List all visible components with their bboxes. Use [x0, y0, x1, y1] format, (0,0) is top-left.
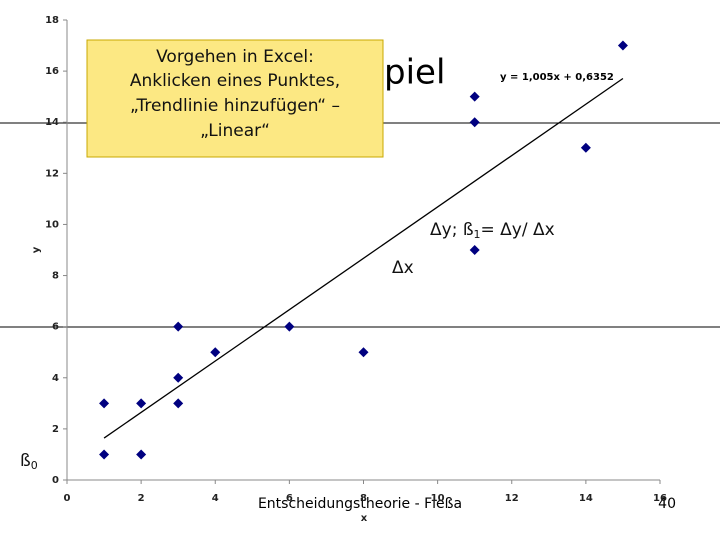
x-tick-label: 4 [212, 493, 219, 504]
callout-line: Vorgehen in Excel: [156, 47, 314, 67]
x-tick-label: 2 [138, 493, 145, 504]
slide-title: piel [384, 53, 445, 93]
y-tick-label: 10 [45, 219, 59, 230]
x-tick-label: 8 [360, 493, 367, 504]
slope-note-sub: 1 [474, 228, 481, 241]
slope-note-text: Δy; ß [430, 220, 474, 240]
page-number: 40 [658, 496, 676, 512]
data-point [136, 449, 147, 460]
footer: Entscheidungstheorie - Fleßa [258, 496, 462, 512]
x-tick-label: 14 [579, 493, 593, 504]
callout-line: „Trendlinie hinzufügen“ – [130, 96, 340, 116]
data-point [469, 245, 480, 255]
data-point [284, 321, 295, 332]
x-tick-label: 10 [431, 493, 445, 504]
data-point [173, 398, 184, 409]
data-point [469, 117, 480, 128]
x-tick-label: 0 [64, 493, 71, 504]
y-tick-label: 0 [52, 475, 59, 486]
trendline [103, 77, 624, 439]
data-point [469, 91, 480, 102]
slope-note-rest: = Δy/ Δx [481, 220, 555, 240]
data-point [99, 398, 110, 409]
x-tick-label: 12 [505, 493, 519, 504]
y-tick-label: 8 [52, 271, 59, 282]
y-tick-label: 16 [45, 66, 59, 77]
data-point [136, 398, 147, 409]
intercept-note: ß0 [20, 451, 38, 472]
intercept-note-text: ß [20, 451, 31, 471]
data-point [173, 321, 184, 332]
callout-box [86, 39, 384, 158]
trendline-label: y = 1,005x + 0,6352 [500, 72, 614, 83]
data-point [358, 347, 369, 358]
data-point [173, 372, 184, 383]
dx-note: Δx [392, 258, 414, 278]
x-tick-label: 16 [653, 493, 667, 504]
slope-note: Δy; ß1= Δy/ Δx [430, 220, 555, 241]
y-tick-label: 12 [45, 168, 59, 179]
data-point [617, 40, 628, 51]
intercept-note-sub: 0 [31, 459, 38, 472]
callout-line: Anklicken eines Punktes, [130, 71, 340, 91]
data-point [99, 449, 110, 460]
y-tick-label: 14 [45, 117, 59, 128]
y-tick-label: 4 [52, 373, 59, 384]
x-axis-label: x [361, 513, 368, 524]
callout-line: „Linear“ [200, 121, 270, 141]
y-tick-label: 2 [52, 424, 59, 435]
x-tick-label: 6 [286, 493, 293, 504]
data-point [210, 347, 221, 358]
y-axis-label: y [31, 246, 42, 253]
data-point [580, 142, 591, 153]
y-tick-label: 6 [52, 322, 59, 333]
y-tick-label: 18 [45, 15, 59, 26]
